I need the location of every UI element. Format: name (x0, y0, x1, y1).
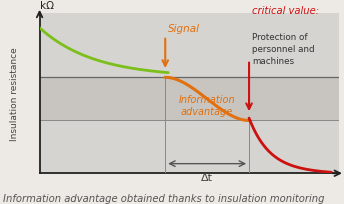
Text: Information
advantage: Information advantage (179, 95, 236, 116)
Bar (40, 14, 339, 78)
Text: critical value:: critical value: (252, 6, 319, 16)
Bar (40, 78, 339, 121)
Text: Δt: Δt (201, 173, 213, 183)
Text: Signal: Signal (168, 23, 200, 33)
Text: Protection of
personnel and
machines: Protection of personnel and machines (252, 33, 315, 65)
Text: Information advantage obtained thanks to insulation monitoring: Information advantage obtained thanks to… (3, 193, 325, 203)
Text: Insulation resistance: Insulation resistance (10, 47, 19, 141)
Text: kΩ: kΩ (40, 1, 54, 11)
Bar (40, 121, 339, 173)
